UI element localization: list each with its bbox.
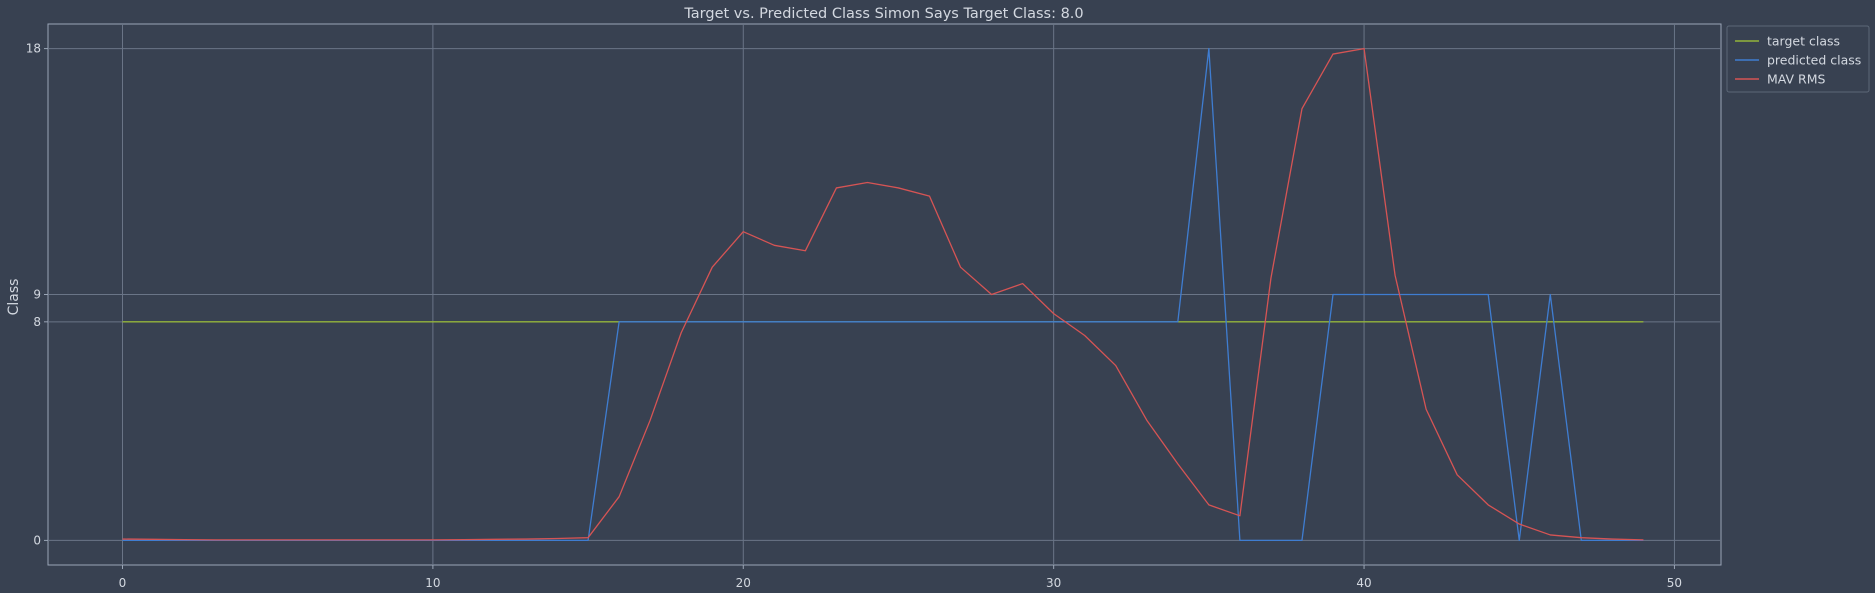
y-tick-label: 8: [33, 315, 41, 329]
x-tick-label: 50: [1667, 576, 1682, 590]
x-tick-label: 0: [119, 576, 127, 590]
y-tick-label: 9: [33, 288, 41, 302]
y-tick-label: 18: [26, 42, 41, 56]
x-tick-label: 20: [736, 576, 751, 590]
series-lines: [122, 47, 1644, 542]
legend-entry-label: predicted class: [1767, 53, 1861, 68]
x-tick-label: 10: [425, 576, 440, 590]
x-tick-label: 30: [1046, 576, 1061, 590]
series-line-mav-rms: [122, 47, 1644, 541]
legend-entry-label: target class: [1767, 34, 1840, 49]
chart-title: Target vs. Predicted Class Simon Says Ta…: [683, 6, 1083, 22]
legend-entry-label: MAV RMS: [1767, 72, 1826, 87]
legend-box: [1726, 25, 1870, 93]
x-tick-label: 40: [1356, 576, 1371, 590]
axis-ticks: 0 10 20 30 40 50 0 8 9 18: [26, 42, 1682, 590]
y-tick-label: 0: [33, 533, 41, 547]
y-axis-label: Class: [6, 279, 22, 316]
legend: target class predicted class MAV RMS: [1726, 25, 1870, 93]
